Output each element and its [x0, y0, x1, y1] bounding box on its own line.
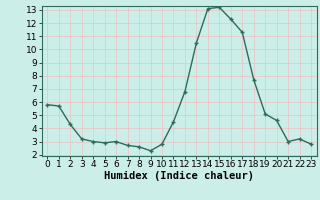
X-axis label: Humidex (Indice chaleur): Humidex (Indice chaleur)	[104, 171, 254, 181]
